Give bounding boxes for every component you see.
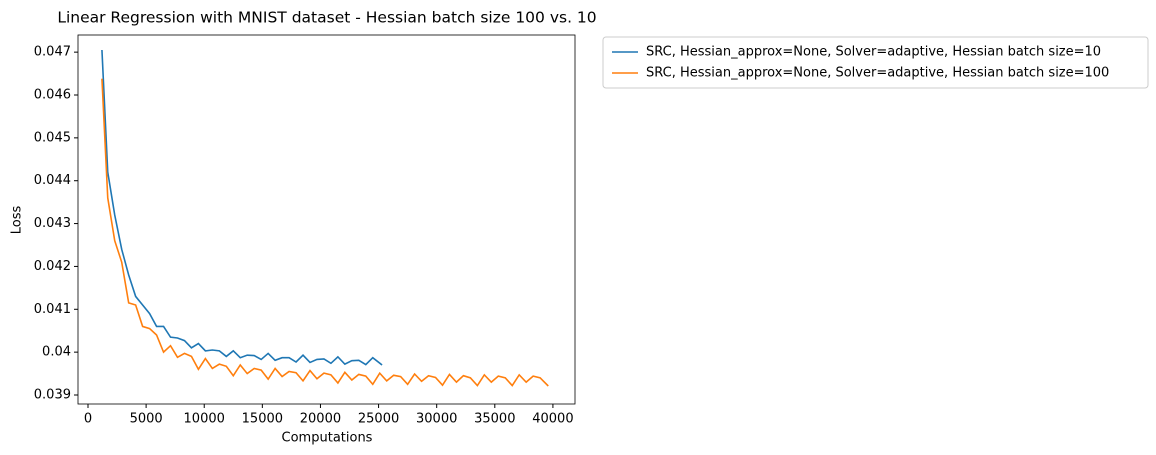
y-tick-label: 0.045: [34, 130, 71, 145]
x-tick-label: 20000: [300, 412, 341, 427]
y-tick-label: 0.042: [34, 259, 71, 274]
y-tick-label: 0.041: [34, 302, 71, 317]
x-tick-label: 35000: [474, 412, 515, 427]
legend-label: SRC, Hessian_approx=None, Solver=adaptiv…: [646, 45, 1101, 60]
x-tick-label: 30000: [416, 412, 457, 427]
x-tick-label: 25000: [358, 412, 399, 427]
x-tick-label: 15000: [242, 412, 283, 427]
series-line: [101, 49, 383, 366]
y-tick-label: 0.044: [34, 173, 71, 188]
y-tick-label: 0.04: [42, 345, 71, 360]
x-axis-label: Computations: [282, 431, 373, 446]
legend-box: [602, 36, 1149, 89]
x-tick-label: 40000: [532, 412, 573, 427]
legend: SRC, Hessian_approx=None, Solver=adaptiv…: [602, 36, 1149, 89]
plot-frame: [77, 34, 576, 405]
x-tick-label: 5000: [130, 412, 163, 427]
y-tick-label: 0.043: [34, 216, 71, 231]
x-tick-label: 10000: [184, 412, 225, 427]
x-tick-label: 0: [84, 412, 92, 427]
y-tick-label: 0.039: [34, 388, 71, 403]
series-line: [101, 78, 549, 387]
y-tick-label: 0.047: [34, 45, 71, 60]
legend-label: SRC, Hessian_approx=None, Solver=adaptiv…: [646, 66, 1109, 81]
chart-title: Linear Regression with MNIST dataset - H…: [57, 9, 596, 27]
y-tick-label: 0.046: [34, 88, 71, 103]
y-axis-label: Loss: [10, 206, 25, 235]
